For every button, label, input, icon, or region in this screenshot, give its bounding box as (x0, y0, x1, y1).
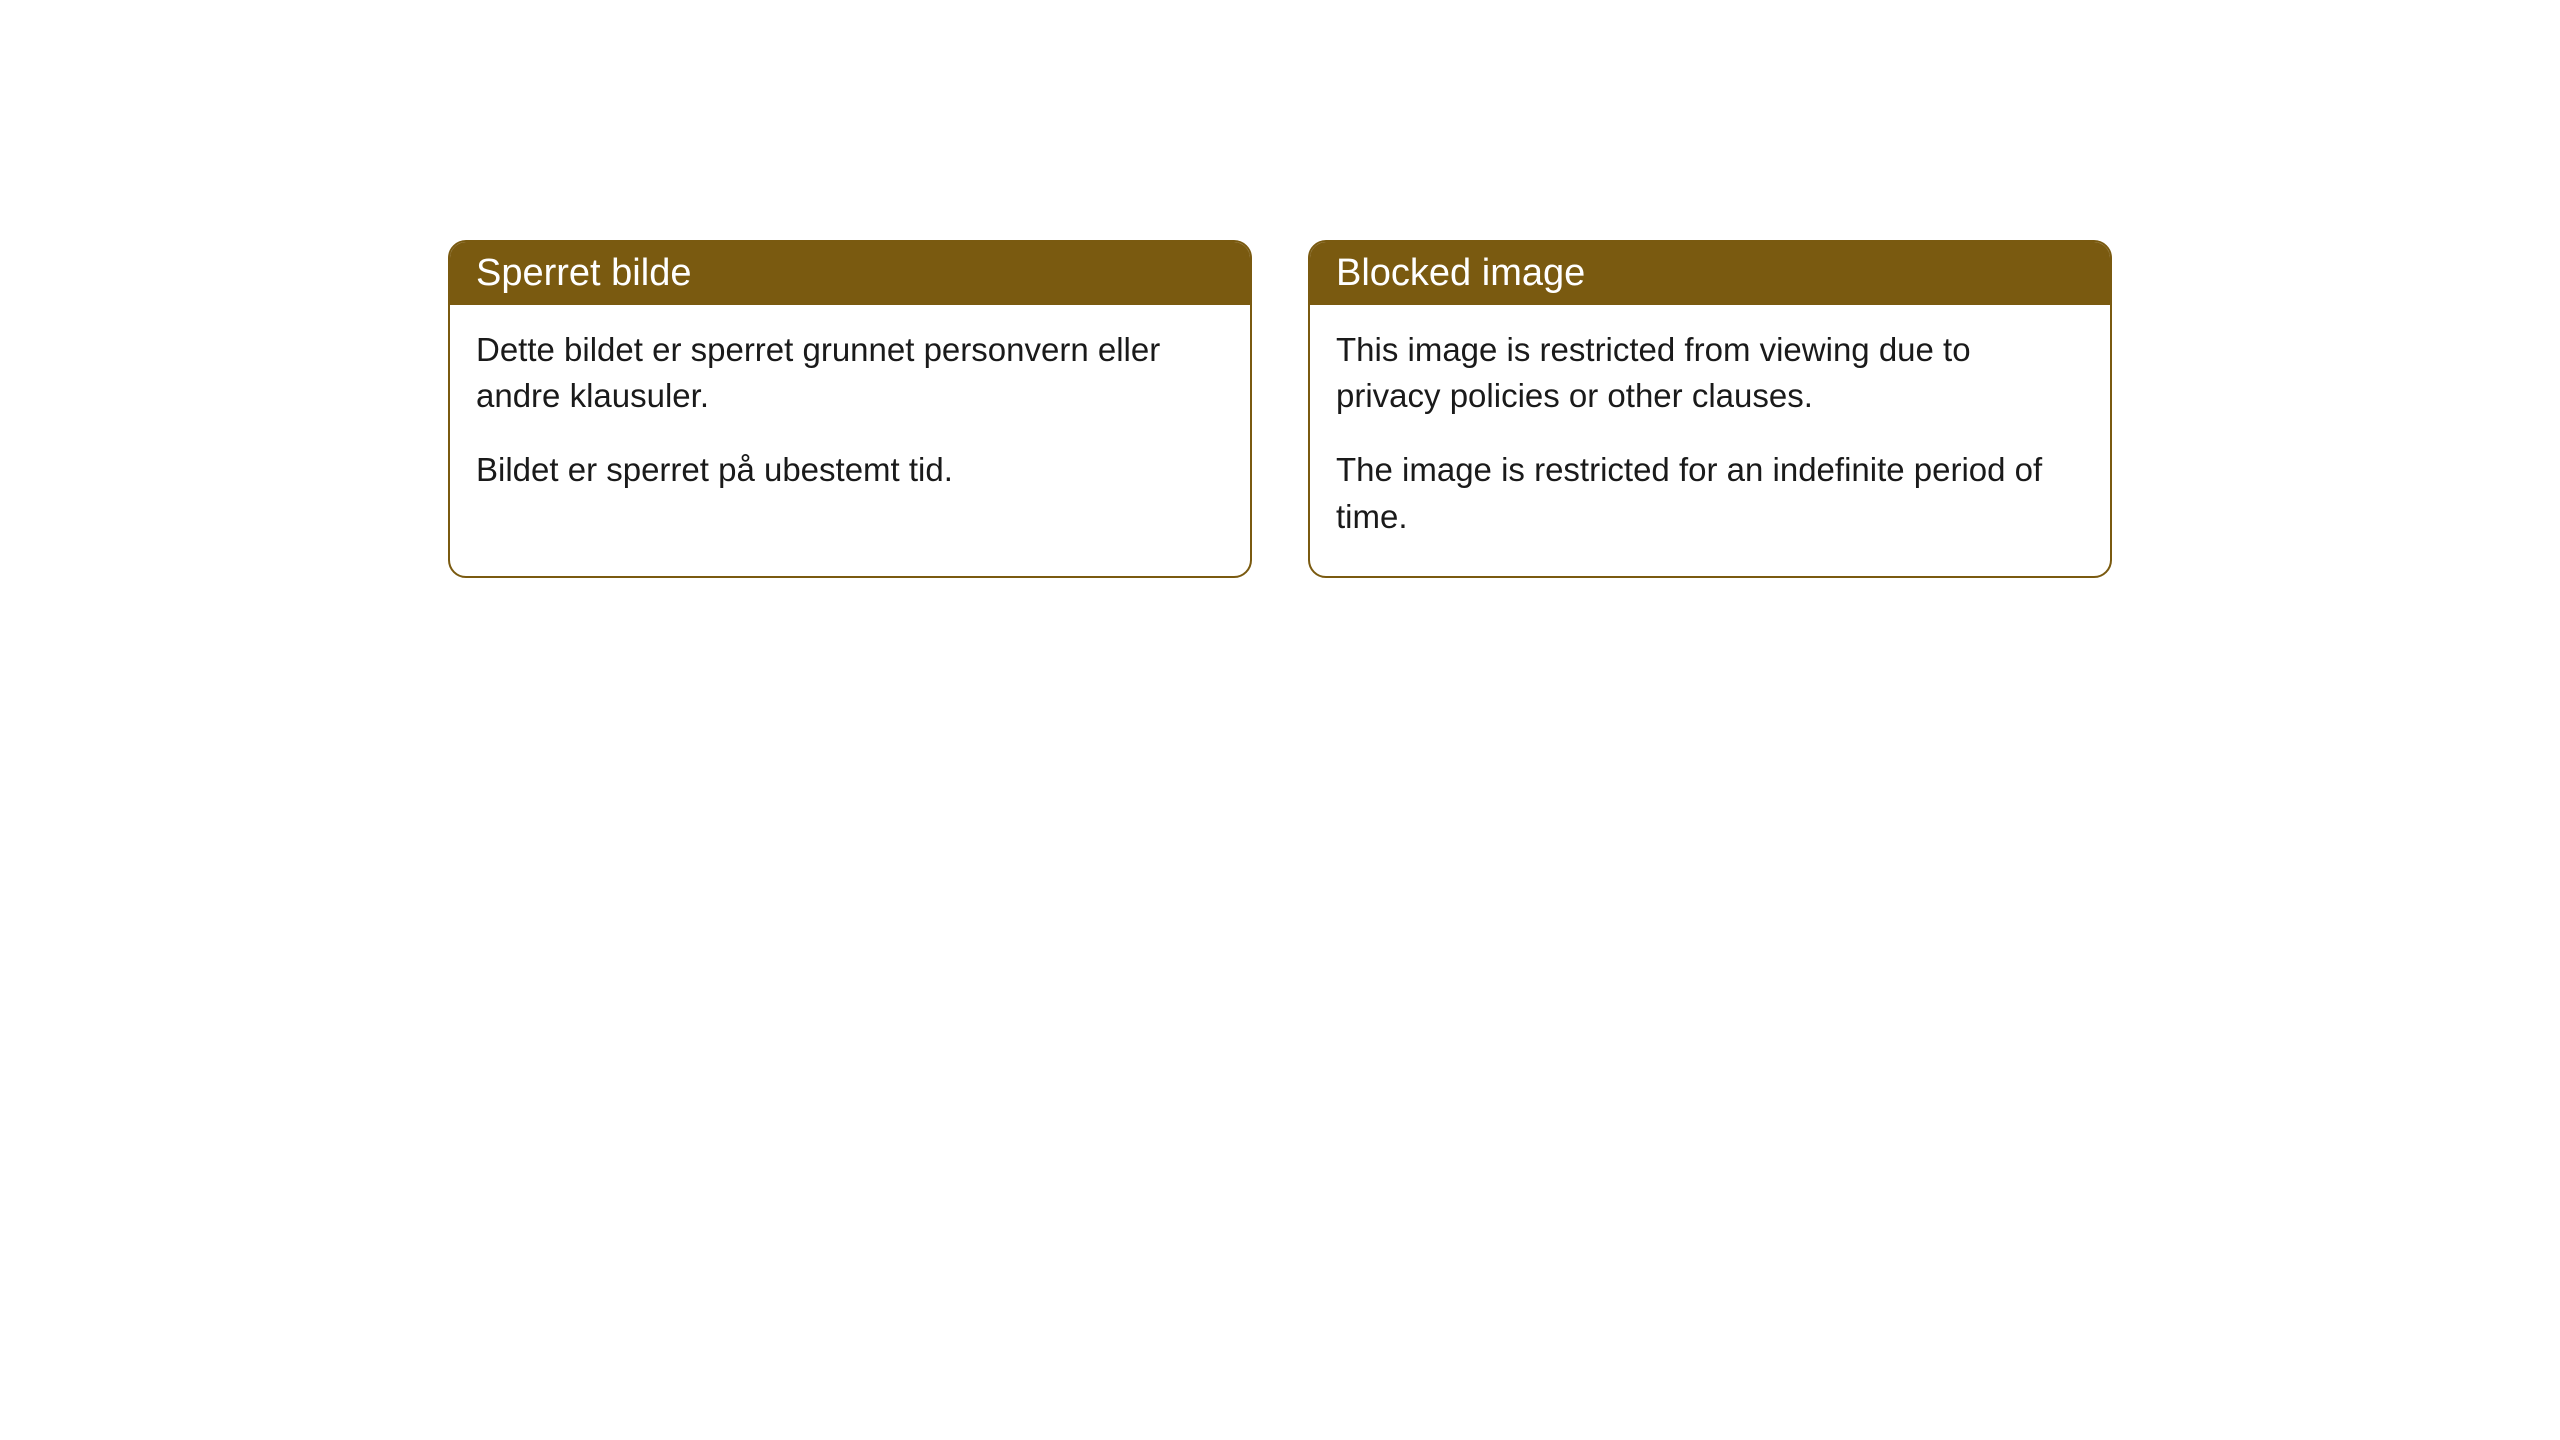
card-paragraph: Dette bildet er sperret grunnet personve… (476, 327, 1224, 419)
card-header: Sperret bilde (450, 242, 1250, 305)
card-body: This image is restricted from viewing du… (1310, 305, 2110, 576)
card-title: Blocked image (1336, 252, 1585, 294)
card-header: Blocked image (1310, 242, 2110, 305)
card-paragraph: Bildet er sperret på ubestemt tid. (476, 447, 1224, 493)
notice-cards-container: Sperret bilde Dette bildet er sperret gr… (448, 240, 2112, 578)
card-paragraph: This image is restricted from viewing du… (1336, 327, 2084, 419)
blocked-image-card-no: Sperret bilde Dette bildet er sperret gr… (448, 240, 1252, 578)
card-paragraph: The image is restricted for an indefinit… (1336, 447, 2084, 539)
card-title: Sperret bilde (476, 252, 691, 294)
blocked-image-card-en: Blocked image This image is restricted f… (1308, 240, 2112, 578)
card-body: Dette bildet er sperret grunnet personve… (450, 305, 1250, 530)
